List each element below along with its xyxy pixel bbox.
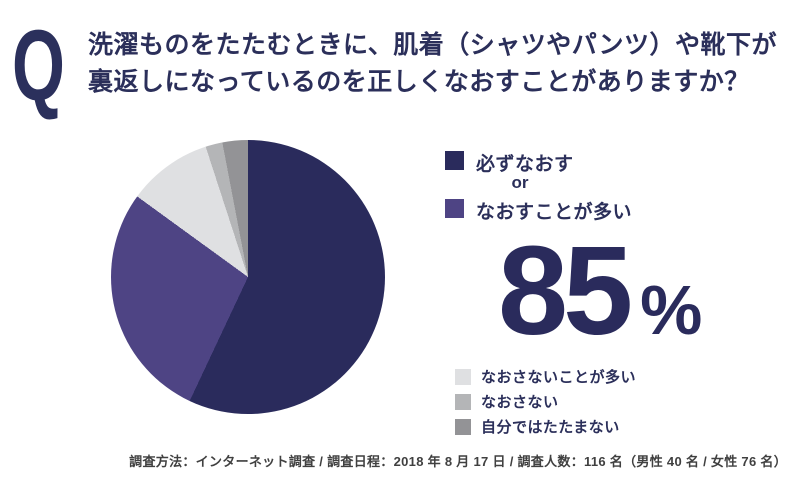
legend-label-dont-fold: 自分ではたたまない bbox=[481, 419, 620, 436]
legend-row-often-not-fix: なおさないことが多い bbox=[455, 366, 636, 387]
legend-swatch-often-not-fix bbox=[455, 368, 471, 385]
legend-label-always-fix: 必ずなおす bbox=[476, 154, 574, 175]
question-line-2: 裏返しになっているのを正しくなおすことがありますか？ bbox=[88, 68, 750, 96]
question-line-1: 洗濯ものをたたむときに、肌着（シャツやパンツ）や靴下が bbox=[88, 31, 778, 59]
pie-chart bbox=[111, 140, 385, 414]
legend-swatch-never-fix bbox=[455, 393, 471, 410]
legend-swatch-always-fix bbox=[445, 151, 464, 170]
legend-label-never-fix: なおさない bbox=[481, 394, 559, 411]
legend-row-never-fix: なおさない bbox=[455, 391, 559, 412]
highlight-stat: 85 % bbox=[498, 228, 702, 354]
stat-value: 85 bbox=[498, 220, 633, 361]
legend-label-often-fix: なおすことが多い bbox=[476, 202, 633, 223]
stat-percent-sign: % bbox=[640, 271, 703, 349]
question-text: 洗濯ものをたたむときに、肌着（シャツやパンツ）や靴下が 裏返しになっているのを正… bbox=[88, 27, 777, 101]
legend-swatch-dont-fold bbox=[455, 418, 471, 435]
q-mark: Q bbox=[12, 10, 65, 122]
legend-swatch-often-fix bbox=[445, 199, 464, 218]
legend-label-often-not-fix: なおさないことが多い bbox=[481, 369, 637, 386]
legend-or-connector: or bbox=[511, 173, 529, 192]
legend-row-dont-fold: 自分ではたたまない bbox=[455, 416, 620, 437]
survey-methodology-note: 調査方法：インターネット調査 / 調査日程：2018 年 8 月 17 日 / … bbox=[129, 454, 787, 469]
